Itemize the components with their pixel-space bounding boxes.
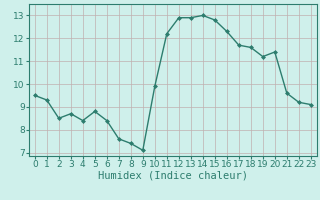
X-axis label: Humidex (Indice chaleur): Humidex (Indice chaleur) bbox=[98, 171, 248, 181]
